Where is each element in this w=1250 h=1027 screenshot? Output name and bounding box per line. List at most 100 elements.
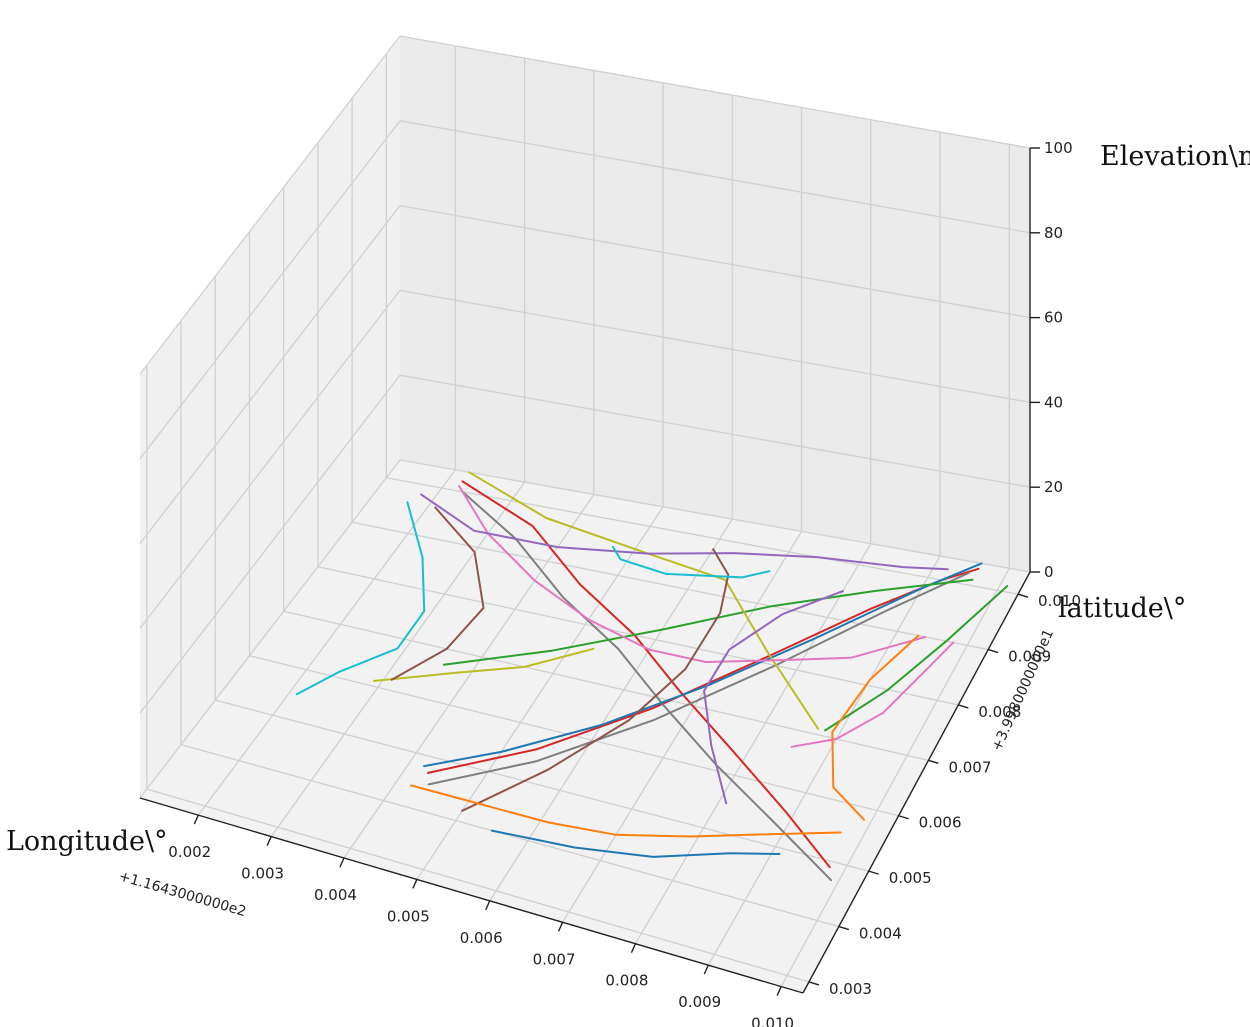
grid-line — [270, 481, 526, 837]
y-axis-label: latitude\° — [1058, 593, 1186, 624]
x-tick-mark — [412, 879, 418, 889]
series-line-8 — [824, 585, 1009, 732]
x-axis-label: Longitude\° — [6, 826, 168, 857]
series-line-16 — [461, 548, 730, 812]
grid-line — [399, 120, 1031, 234]
x-tick-label: 0.007 — [533, 950, 576, 968]
series-line-4 — [427, 572, 970, 786]
z-tick-label: 0 — [1044, 563, 1054, 581]
y-tick-mark — [1017, 593, 1029, 598]
x-tick-mark — [776, 986, 782, 996]
grid-lines — [139, 35, 1031, 987]
grid-line — [399, 35, 1031, 149]
grid-line — [399, 459, 1031, 573]
y-tick-mark — [958, 704, 969, 709]
grid-line — [139, 205, 401, 544]
y-axis-line — [802, 571, 1031, 994]
x-tick-label: 0.004 — [314, 886, 357, 904]
grid-line — [215, 699, 869, 872]
series-line-6 — [490, 829, 781, 858]
grid-line — [139, 120, 401, 460]
grid-line — [351, 521, 989, 651]
grid-line — [343, 494, 595, 859]
y-tick-mark — [898, 815, 909, 820]
y-tick-label: 0.007 — [948, 758, 991, 776]
grid-line — [780, 567, 1010, 987]
grid-line — [139, 35, 401, 375]
series-line-14 — [703, 590, 844, 805]
z-tick-label: 60 — [1044, 309, 1063, 327]
y-tick-label: 0.005 — [889, 869, 932, 887]
grid-line — [180, 744, 840, 928]
x-tick-label: 0.003 — [241, 865, 284, 883]
y-tick-label: 0.006 — [919, 814, 962, 832]
series-line-3 — [461, 490, 832, 882]
y-tick-mark — [808, 981, 820, 986]
y-tick-mark — [928, 759, 939, 765]
series-line-18 — [612, 545, 771, 579]
grid-line — [283, 610, 929, 761]
x-offset-label: +1.1643000000e2 — [117, 868, 248, 920]
grid-line — [386, 477, 1019, 595]
series-line-13 — [420, 493, 949, 571]
series-line-10 — [373, 647, 595, 682]
grid-line — [634, 543, 872, 945]
series-line-20 — [831, 634, 920, 821]
x-tick-label: 0.002 — [168, 843, 211, 861]
axis-lines — [139, 147, 1040, 996]
x-tick-label: 0.009 — [678, 993, 721, 1011]
floor-pane — [140, 460, 1030, 993]
y-tick-label: 0.003 — [829, 980, 872, 998]
z-tick-label: 80 — [1044, 224, 1063, 242]
y-offset-label: +3.9980000000e1 — [989, 627, 1057, 754]
grid-line — [317, 566, 959, 706]
tick-labels: 0.002 0.003 0.004 0.005 0.006 0.007 0.008 0.009… — [168, 139, 1081, 1027]
grid-line — [399, 374, 1031, 488]
y-tick-mark — [838, 925, 850, 931]
x-tick-label: 0.008 — [605, 972, 648, 990]
grid-line — [489, 518, 733, 902]
x-tick-label: 0.006 — [460, 929, 503, 947]
series-line-12 — [790, 641, 955, 748]
back-wall-pane — [400, 36, 1030, 572]
grid-line — [399, 289, 1031, 404]
y-tick-mark — [987, 648, 999, 654]
grid-line — [139, 290, 401, 629]
z-tick-label: 40 — [1044, 393, 1063, 411]
x-tick-label: 0.005 — [387, 907, 430, 925]
series-line-19 — [410, 784, 842, 838]
y-tick-label: 0.010 — [1038, 592, 1081, 610]
grid-line — [139, 374, 401, 714]
y-tick-label: 0.004 — [859, 925, 902, 943]
x-tick-mark — [485, 900, 491, 911]
axis-panes — [140, 36, 1030, 993]
x-tick-mark — [266, 836, 272, 846]
grid-line — [416, 506, 664, 880]
left-wall-pane — [140, 36, 400, 798]
x-tick-mark — [339, 857, 345, 868]
grid-line — [399, 204, 1031, 319]
series-line-9 — [468, 471, 820, 730]
x-tick-label: 0.010 — [751, 1015, 794, 1027]
series-line-11 — [458, 485, 927, 663]
z-axis-label: Elevation\m — [1100, 141, 1250, 172]
y-tick-label: 0.008 — [978, 703, 1021, 721]
grid-line — [139, 459, 401, 799]
z-tick-label: 20 — [1044, 478, 1063, 496]
x-axis-line — [139, 797, 804, 994]
x-tick-mark — [630, 943, 637, 953]
z-tick-label: 100 — [1044, 139, 1073, 157]
x-tick-mark — [703, 964, 709, 975]
grid-line — [707, 555, 941, 966]
series-line-15 — [390, 506, 485, 681]
series-line-17 — [295, 501, 426, 696]
grid-line — [197, 469, 456, 816]
data-series — [295, 471, 1009, 882]
x-tick-mark — [193, 814, 199, 825]
series-line-1 — [461, 480, 831, 869]
grid-line — [146, 788, 810, 983]
y-tick-label: 0.009 — [1008, 648, 1051, 666]
x-tick-mark — [557, 922, 564, 932]
y-tick-mark — [868, 870, 879, 875]
